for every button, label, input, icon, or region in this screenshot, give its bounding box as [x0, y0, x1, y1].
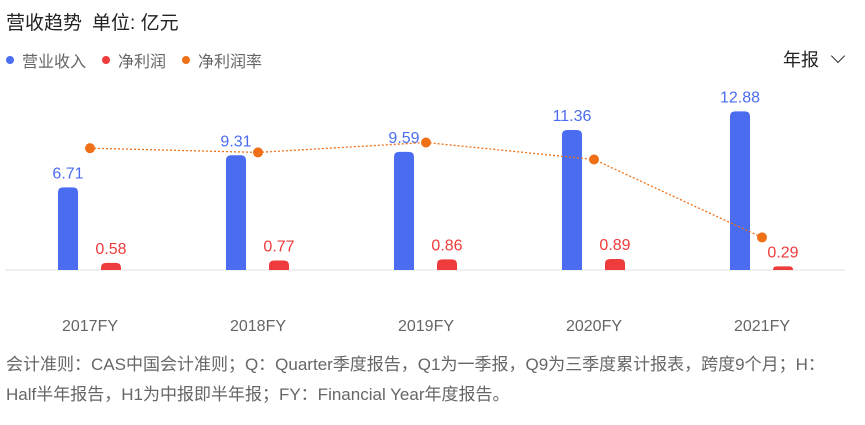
legend: 营业收入 净利润 净利润率	[6, 48, 262, 72]
revenue-bar	[58, 187, 78, 270]
legend-item-revenue[interactable]: 营业收入	[6, 48, 86, 72]
x-tick-label: 2018FY	[230, 318, 286, 335]
footnote: 会计准则：CAS中国会计准则；Q：Quarter季度报告，Q1为一季报，Q9为三…	[6, 355, 825, 404]
net-margin-point	[589, 154, 599, 165]
net-profit-value-label: 0.86	[431, 237, 462, 254]
chart-plot: 6.71 0.58 2017FY 9.31 0.77 2018FY 9.59 0.86 2019…	[5, 89, 845, 335]
legend-dot-icon	[182, 56, 191, 64]
net-margin-point	[85, 143, 95, 154]
legend-dot-icon	[102, 56, 111, 64]
net-profit-value-label: 0.77	[263, 239, 294, 256]
revenue-value-label: 11.36	[553, 108, 592, 125]
net-profit-value-label: 0.89	[599, 237, 630, 254]
net-profit-bar	[437, 259, 457, 270]
revenue-value-label: 9.31	[220, 133, 251, 150]
net-profit-bar	[605, 259, 625, 270]
period-label: 年报	[783, 50, 819, 70]
revenue-bar	[394, 151, 414, 270]
period-dropdown[interactable]: 年报	[783, 46, 846, 72]
net-profit-bar	[773, 266, 793, 270]
unit-label: 单位: 亿元	[92, 13, 179, 34]
legend-label: 净利润	[118, 54, 167, 71]
revenue-value-label: 9.59	[388, 130, 419, 147]
x-tick-label: 2019FY	[398, 318, 454, 335]
net-profit-bar	[101, 262, 121, 270]
net-margin-point	[421, 137, 431, 148]
revenue-bar	[562, 130, 582, 270]
legend-dot-icon	[6, 56, 14, 64]
net-profit-value-label: 0.58	[95, 241, 126, 258]
revenue-value-label: 12.88	[720, 89, 760, 106]
net-profit-bar	[269, 260, 289, 270]
legend-item-net-profit[interactable]: 净利润	[102, 48, 166, 72]
net-margin-point	[253, 147, 263, 158]
legend-item-net-margin[interactable]: 净利润率	[182, 48, 262, 72]
chart-title: 营收趋势 单位: 亿元	[6, 8, 179, 35]
legend-label: 净利润率	[198, 54, 263, 71]
legend-label: 营业收入	[22, 54, 87, 71]
x-tick-label: 2020FY	[566, 318, 622, 335]
net-profit-value-label: 0.29	[767, 244, 798, 261]
net-margin-point	[757, 232, 767, 243]
x-tick-label: 2017FY	[62, 318, 118, 335]
title-text: 营收趋势	[6, 13, 83, 34]
revenue-bar	[226, 155, 246, 270]
x-tick-label: 2021FY	[734, 318, 790, 335]
revenue-value-label: 6.71	[52, 165, 83, 182]
revenue-bar	[730, 111, 750, 270]
net-margin-line	[89, 141, 763, 239]
